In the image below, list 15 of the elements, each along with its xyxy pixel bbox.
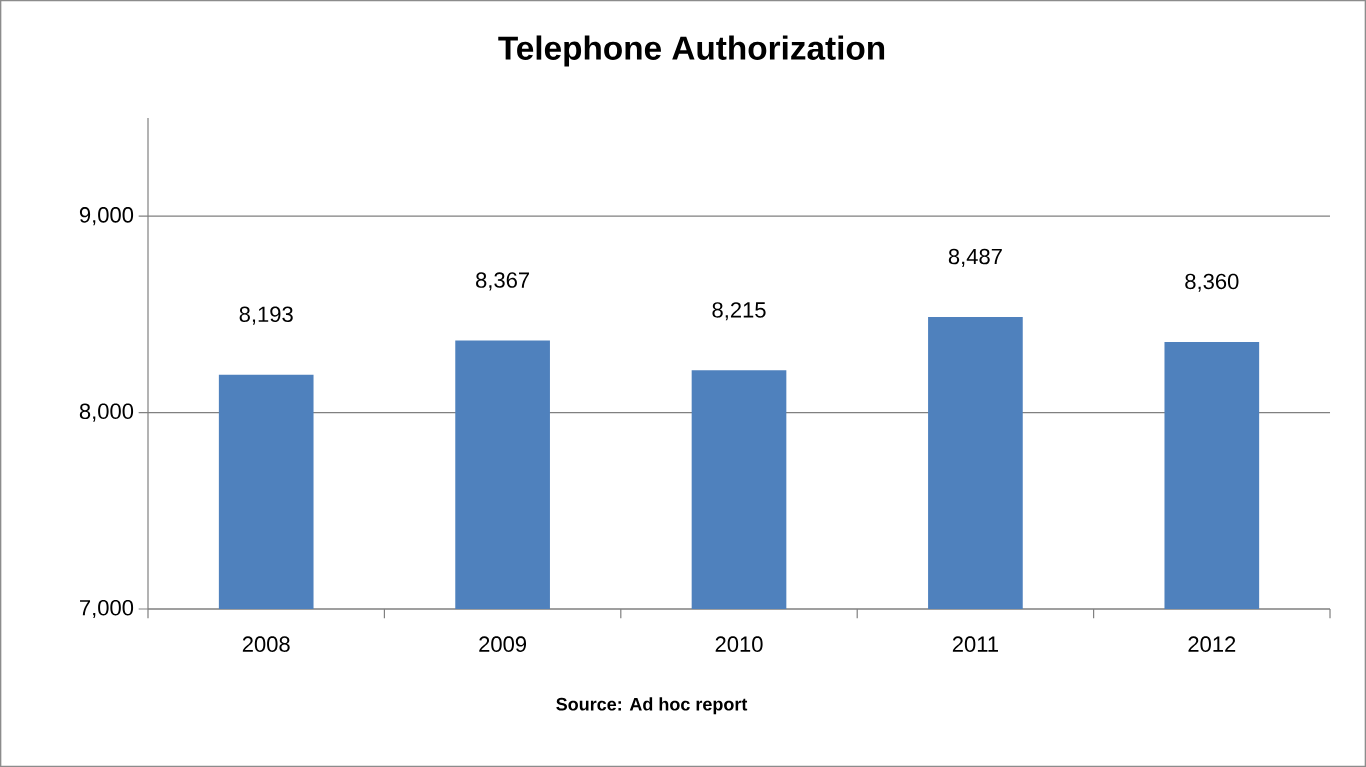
x-tick-label: 2009 xyxy=(479,636,527,652)
y-tick-label: 9,000 xyxy=(79,207,134,226)
data-label: 8,487 xyxy=(948,248,1002,267)
y-tick-label: 8,000 xyxy=(79,403,134,422)
data-label: 8,193 xyxy=(239,306,293,325)
source-note: Source: Ad hoc report xyxy=(556,697,748,715)
x-tick-label: 2012 xyxy=(1188,636,1236,652)
data-label: 8,215 xyxy=(712,302,766,321)
x-tick-label: 2010 xyxy=(715,636,763,652)
data-label: 8,367 xyxy=(476,272,530,291)
chart-title: Telephone Authorization xyxy=(498,35,885,67)
x-tick-label: 2011 xyxy=(952,636,998,652)
y-tick-label: 7,000 xyxy=(80,599,134,619)
data-label: 8,360 xyxy=(1185,273,1239,292)
x-tick-label: 2008 xyxy=(242,636,290,652)
